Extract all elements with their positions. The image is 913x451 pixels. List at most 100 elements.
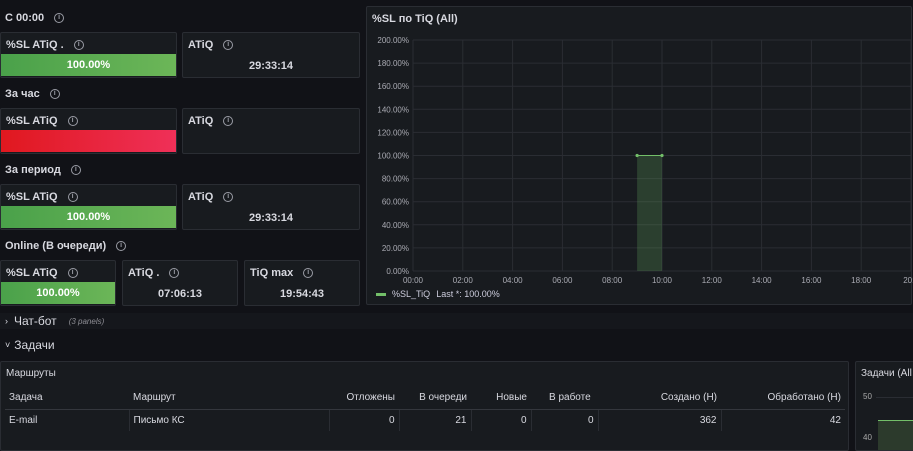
sl-gauge-bar: 100.00% bbox=[1, 54, 176, 76]
sl-panel: %SL ATiQ i bbox=[0, 108, 177, 154]
column-header[interactable]: Новые bbox=[471, 387, 531, 410]
info-icon[interactable]: i bbox=[223, 192, 234, 202]
panel-title: %SL ATiQ . bbox=[6, 39, 64, 51]
tiq-max-value: 19:54:43 bbox=[279, 288, 325, 300]
atiq-panel: ATiQ . i 07:06:13 bbox=[122, 260, 238, 306]
x-tick-label: 02:00 bbox=[453, 276, 474, 285]
column-header[interactable]: Создано (Н) bbox=[598, 387, 721, 410]
x-tick-label: 16:00 bbox=[801, 276, 822, 285]
sl-panel: %SL ATiQ i 100.00% bbox=[0, 260, 116, 306]
panel-title: Задачи (All bbox=[861, 368, 912, 379]
y-tick-label: 160.00% bbox=[377, 82, 409, 91]
group-title: За час bbox=[5, 88, 40, 100]
chevron-down-icon: ˅ bbox=[5, 340, 11, 350]
y-tick-label: 40.00% bbox=[382, 221, 409, 230]
chevron-right-icon: › bbox=[5, 316, 8, 326]
info-icon[interactable]: i bbox=[116, 241, 127, 251]
panel-title: TiQ max bbox=[250, 267, 294, 279]
panel-title: %SL ATiQ bbox=[6, 115, 58, 127]
row-title: Задачи bbox=[14, 338, 55, 352]
column-header[interactable]: В работе bbox=[531, 387, 598, 410]
cell-in-work: 0 bbox=[531, 409, 599, 431]
y-tick-label: 200.00% bbox=[377, 36, 409, 45]
panel-title: %SL ATiQ bbox=[6, 267, 58, 279]
cell-route: Письмо КС bbox=[129, 409, 330, 431]
table-row[interactable]: E-mail Письмо КС 0 21 0 0 362 42 bbox=[5, 409, 845, 431]
row-title: Чат-бот bbox=[14, 314, 57, 328]
column-header[interactable]: Обработано (Н) bbox=[721, 387, 845, 410]
info-icon[interactable]: i bbox=[67, 116, 78, 126]
column-header[interactable]: Маршрут bbox=[129, 387, 329, 410]
atiq-value: 07:06:13 bbox=[157, 288, 203, 300]
tasks-chart-panel: Задачи (All 50 40 bbox=[855, 361, 913, 451]
info-icon[interactable]: i bbox=[169, 268, 180, 278]
sl-panel: %SL ATiQ . i 100.00% bbox=[0, 32, 177, 78]
panel-title: Маршруты bbox=[6, 368, 56, 379]
sl-gauge-bar bbox=[1, 130, 176, 152]
legend-series-name: %SL_TiQ bbox=[392, 289, 431, 299]
row-chatbot[interactable]: › Чат-бот (3 panels) bbox=[0, 313, 913, 329]
sl-tiq-chart-panel: %SL по TiQ (All) 0.00% 20.00% 40.00% 60.00%… bbox=[366, 6, 913, 305]
sl-panel: %SL ATiQ i 100.00% bbox=[0, 184, 177, 230]
tasks-area bbox=[878, 420, 913, 450]
data-point bbox=[660, 153, 664, 158]
atiq-panel: ATiQ i 29:33:14 bbox=[182, 32, 360, 78]
chart-title: %SL по TiQ (All) bbox=[372, 13, 458, 25]
y-tick-label: 60.00% bbox=[382, 198, 409, 207]
cell-created: 362 bbox=[598, 409, 722, 431]
atiq-panel: ATiQ i bbox=[182, 108, 360, 154]
tiq-max-panel: TiQ max i 19:54:43 bbox=[244, 260, 360, 306]
column-header[interactable]: В очереди bbox=[399, 387, 471, 410]
cell-postponed: 0 bbox=[329, 409, 400, 431]
info-icon[interactable]: i bbox=[223, 40, 234, 50]
info-icon[interactable]: i bbox=[49, 89, 60, 99]
info-icon[interactable]: i bbox=[303, 268, 314, 278]
legend-swatch bbox=[376, 292, 386, 296]
group-label: За час i bbox=[5, 88, 60, 100]
panel-title: %SL ATiQ bbox=[6, 191, 58, 203]
column-header[interactable]: Отложены bbox=[329, 387, 399, 410]
y-tick-label: 50 bbox=[863, 392, 872, 401]
panel-count: (3 panels) bbox=[68, 316, 105, 326]
info-icon[interactable]: i bbox=[54, 13, 65, 23]
x-tick-label: 08:00 bbox=[602, 276, 623, 285]
panel-title: ATiQ bbox=[188, 39, 214, 51]
cell-processed: 42 bbox=[829, 414, 841, 426]
group-title: Online (В очереди) bbox=[5, 240, 107, 252]
legend-last-value: Last *: 100.00% bbox=[436, 289, 500, 299]
y-tick-label: 120.00% bbox=[377, 128, 409, 137]
info-icon[interactable]: i bbox=[70, 165, 81, 175]
group-label: С 00:00 i bbox=[5, 12, 65, 24]
x-tick-label: 04:00 bbox=[503, 276, 524, 285]
chart-legend[interactable]: %SL_TiQ Last *: 100.00% bbox=[376, 289, 500, 299]
routes-panel: Маршруты Задача Маршрут Отложены В очере… bbox=[0, 361, 849, 451]
panel-title: ATiQ bbox=[188, 191, 214, 203]
panel-title: ATiQ bbox=[188, 115, 214, 127]
row-tasks[interactable]: ˅ Задачи bbox=[0, 337, 913, 353]
group-title: За период bbox=[5, 164, 61, 176]
routes-table: Задача Маршрут Отложены В очереди Новые … bbox=[5, 387, 845, 431]
info-icon[interactable]: i bbox=[73, 40, 84, 50]
x-tick-label: 20:0 bbox=[903, 276, 913, 285]
x-tick-label: 14:00 bbox=[752, 276, 773, 285]
panel-title: ATiQ . bbox=[128, 267, 160, 279]
gridline bbox=[876, 397, 913, 398]
y-tick-label: 0.00% bbox=[386, 267, 409, 276]
info-icon[interactable]: i bbox=[67, 268, 78, 278]
cell-new: 0 bbox=[471, 409, 532, 431]
column-header[interactable]: Задача bbox=[5, 387, 129, 410]
group-label: За период i bbox=[5, 164, 81, 176]
sl-gauge-bar: 100.00% bbox=[1, 282, 115, 304]
x-tick-label: 12:00 bbox=[702, 276, 723, 285]
y-tick-label: 40 bbox=[863, 433, 872, 442]
x-tick-label: 10:00 bbox=[652, 276, 673, 285]
x-tick-label: 06:00 bbox=[552, 276, 573, 285]
group-title: С 00:00 bbox=[5, 12, 45, 24]
y-tick-label: 80.00% bbox=[382, 175, 409, 184]
atiq-panel: ATiQ i 29:33:14 bbox=[182, 184, 360, 230]
x-tick-label: 00:00 bbox=[403, 276, 424, 285]
table-header-row: Задача Маршрут Отложены В очереди Новые … bbox=[5, 387, 845, 410]
info-icon[interactable]: i bbox=[67, 192, 78, 202]
y-tick-label: 20.00% bbox=[382, 244, 409, 253]
info-icon[interactable]: i bbox=[223, 116, 234, 126]
